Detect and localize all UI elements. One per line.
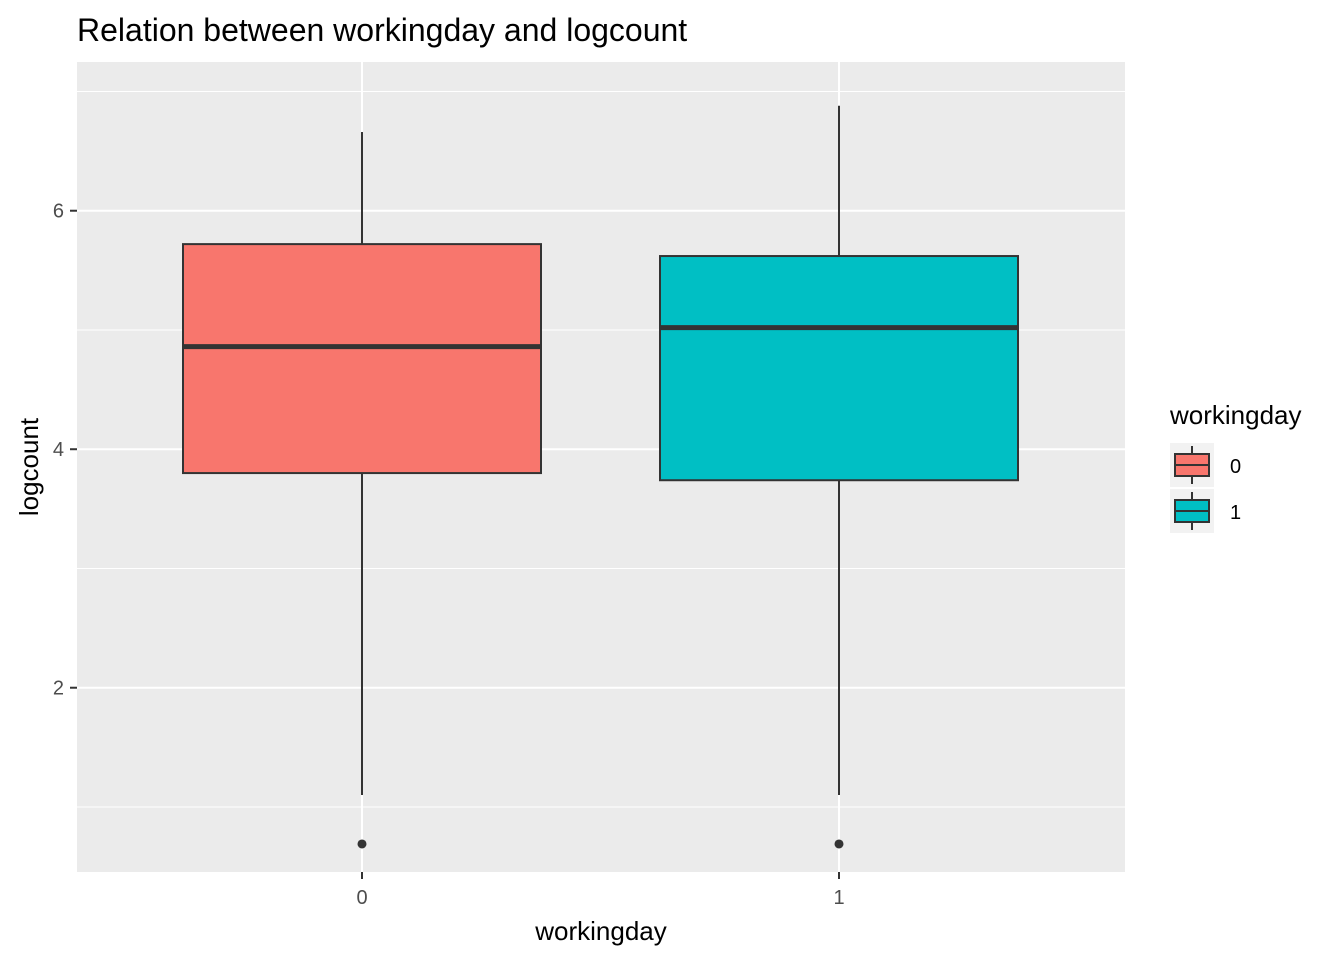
legend-label: 0 [1230,456,1241,478]
x-axis-title: workingday [534,916,667,946]
legend-entry-0: 0 [1170,443,1241,487]
legend-label: 1 [1230,502,1241,524]
box-iqr [182,243,542,475]
box-group-0 [182,132,542,849]
y-tick-label: 6 [53,201,64,223]
legend: workingday 01 [1169,400,1302,533]
legend-entry-1: 1 [1170,489,1241,533]
chart-title: Relation between workingday and logcount [77,12,687,48]
y-axis: 2 4 6 [53,201,77,700]
y-tick-label: 2 [53,678,64,700]
x-tick-label: 0 [356,887,367,909]
box-iqr [659,255,1019,482]
outlier-point [834,839,844,849]
y-tick-label: 4 [53,439,64,461]
outlier-point [357,839,367,849]
legend-keys: 01 [1170,443,1241,533]
x-tick-label: 1 [833,887,844,909]
legend-title: workingday [1169,400,1302,430]
box-group-1 [659,105,1019,849]
y-axis-title: logcount [14,417,44,516]
boxes [182,105,1019,849]
